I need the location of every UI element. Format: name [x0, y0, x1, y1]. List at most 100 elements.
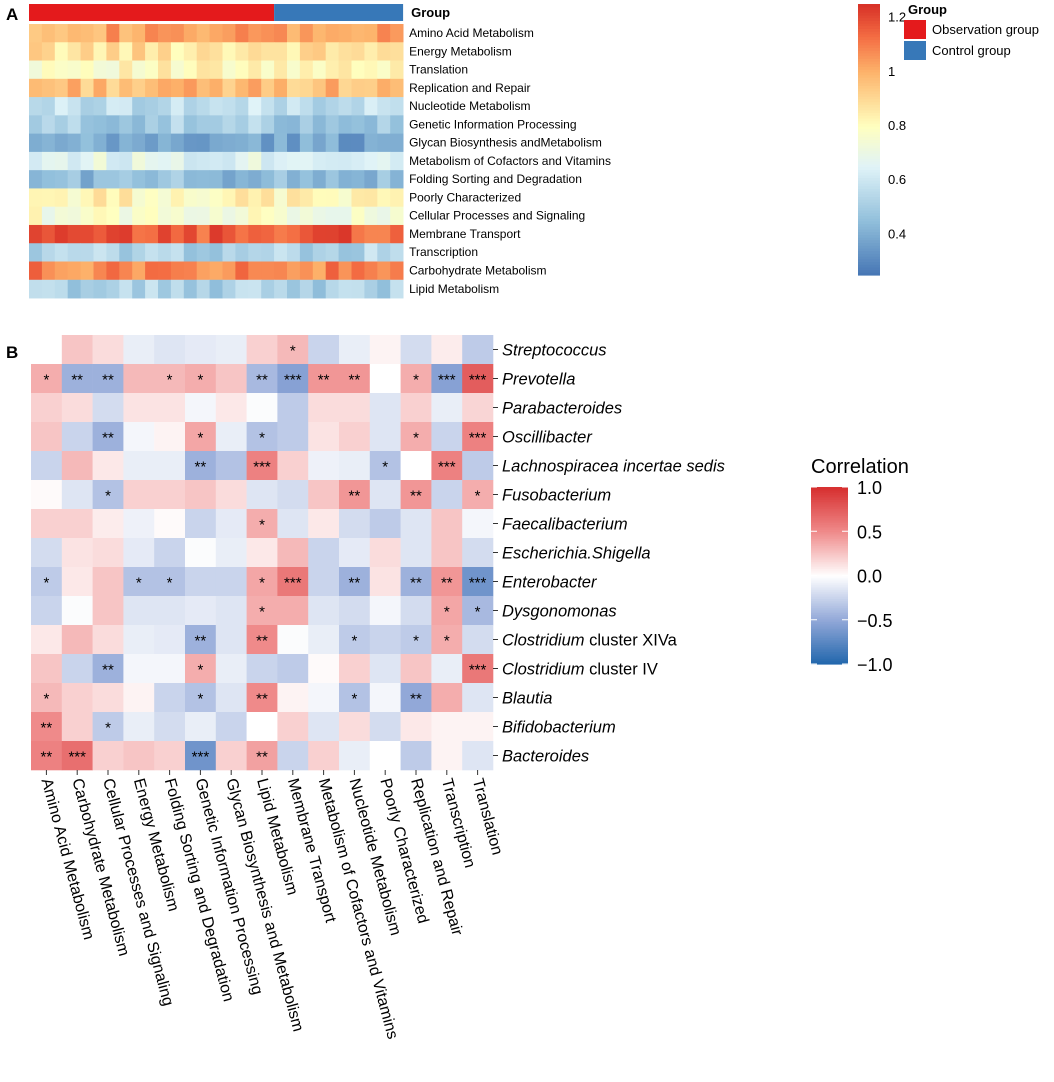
corr-cell: [61, 567, 93, 597]
corr-cell: [185, 364, 217, 394]
heatmap-a-cell: [390, 151, 404, 171]
corr-cell: [431, 596, 463, 626]
corr-cell: [369, 654, 401, 684]
heatmap-a-cell: [325, 78, 339, 98]
colorbar-a-segment: [858, 33, 880, 38]
panel-label-b: B: [6, 343, 18, 362]
heatmap-a-cell: [80, 78, 94, 98]
corr-cell: [123, 451, 155, 481]
corr-row-label: Escherichia.Shigella: [502, 545, 651, 563]
corr-cell: [400, 480, 432, 510]
colorbar-a-segment: [858, 104, 880, 108]
corr-cell: [61, 712, 93, 742]
corr-cell: [123, 364, 155, 394]
heatmap-a-cell: [274, 78, 288, 98]
heatmap-a-cell: [183, 24, 198, 43]
heatmap-a-row-label: Membrane Transport: [409, 227, 521, 241]
corr-significance-label: **: [71, 372, 83, 389]
colorbar-a-segment: [858, 139, 880, 143]
heatmap-a-cell: [145, 60, 159, 80]
corr-cell: [369, 683, 401, 713]
heatmap-a-cell: [222, 42, 236, 61]
heatmap-a-cell: [261, 60, 275, 80]
heatmap-a-cell: [41, 24, 56, 43]
colorbar-b-segment: [811, 510, 848, 513]
colorbar-a-segment: [858, 218, 880, 222]
heatmap-a-cell: [235, 243, 249, 262]
colorbar-a-segment: [858, 131, 880, 135]
colorbar-a-segment: [858, 193, 880, 198]
corr-cell: [61, 451, 93, 481]
heatmap-a-cell: [274, 60, 288, 80]
heatmap-a-cell: [41, 224, 56, 244]
corr-cell: [277, 596, 309, 626]
heatmap-a-cell: [93, 78, 107, 98]
colorbar-b-segment: [811, 593, 848, 596]
heatmap-a-cell: [170, 170, 185, 189]
corr-cell: [246, 596, 278, 626]
heatmap-a-cell: [248, 115, 262, 135]
corr-cell: [61, 741, 93, 771]
colorbar-b-segment: [811, 640, 848, 644]
heatmap-a-cell: [312, 243, 327, 262]
heatmap-a-cell: [364, 261, 378, 281]
heatmap-a-cell: [196, 60, 210, 80]
heatmap-a-cell: [287, 224, 301, 244]
corr-row-label-part: Faecalibacterium: [502, 516, 628, 534]
corr-cell: [215, 741, 247, 771]
colorbar-a-segment: [858, 71, 880, 76]
heatmap-a-cell: [80, 243, 94, 262]
heatmap-a-cell: [132, 97, 146, 116]
colorbar-b-segment: [811, 524, 848, 527]
heatmap-a-cell: [325, 97, 339, 116]
heatmap-a-cell: [67, 42, 81, 61]
heatmap-a-cell: [106, 188, 120, 208]
corr-row-label: Dysgonomonas: [502, 603, 617, 621]
corr-significance-label: ***: [438, 459, 456, 476]
corr-cell: [123, 741, 155, 771]
corr-cell: [215, 596, 247, 626]
heatmap-a-cell: [145, 188, 159, 208]
colorbar-b-segment: [811, 612, 848, 616]
heatmap-a-cell: [54, 243, 69, 262]
heatmap-a-cell: [364, 206, 378, 226]
colorbar-a-segment: [858, 128, 880, 132]
heatmap-a-cell: [287, 243, 301, 262]
heatmap-a-cell: [67, 206, 81, 226]
heatmap-a-cell: [93, 151, 107, 171]
heatmap-a-cell: [312, 261, 327, 281]
corr-significance-label: *: [197, 430, 203, 447]
heatmap-a-cell: [170, 24, 185, 43]
colorbar-b-segment: [811, 515, 848, 518]
heatmap-a-cell: [312, 170, 327, 189]
heatmap-a-cell: [183, 78, 198, 98]
heatmap-a-cell: [351, 133, 365, 153]
colorbar-b-tick-label: 0.0: [857, 567, 882, 587]
corr-row-label-part: Fusobacterium: [502, 487, 611, 505]
corr-cell: [123, 393, 155, 423]
colorbar-a-segment: [858, 215, 880, 219]
heatmap-a-row-label: Transcription: [409, 245, 478, 259]
heatmap-a-cell: [248, 24, 262, 43]
corr-significance-label: ***: [68, 749, 86, 766]
heatmap-a-cell: [351, 243, 365, 262]
colorbar-a-segment: [858, 41, 880, 46]
colorbar-a-segment: [858, 25, 880, 29]
heatmap-a-cell: [235, 60, 249, 80]
corr-row-label: Oscillibacter: [502, 429, 593, 447]
heatmap-a-cell: [222, 97, 236, 116]
heatmap-a-cell: [312, 42, 327, 61]
corr-cell: [462, 741, 494, 771]
colorbar-a-segment: [858, 52, 880, 57]
heatmap-a-cell: [222, 188, 236, 208]
corr-row-label-part: Clostridium: [502, 661, 585, 679]
heatmap-a-cell: [119, 224, 133, 244]
corr-cell: [31, 712, 63, 742]
corr-cell: [339, 741, 371, 771]
colorbar-a-segment: [858, 60, 880, 65]
heatmap-a-cell: [158, 279, 172, 299]
heatmap-a-cell: [196, 24, 210, 43]
heatmap-a-cell: [338, 224, 352, 244]
heatmap-a-cell: [106, 24, 120, 43]
heatmap-a-row-label: Replication and Repair: [409, 81, 530, 95]
